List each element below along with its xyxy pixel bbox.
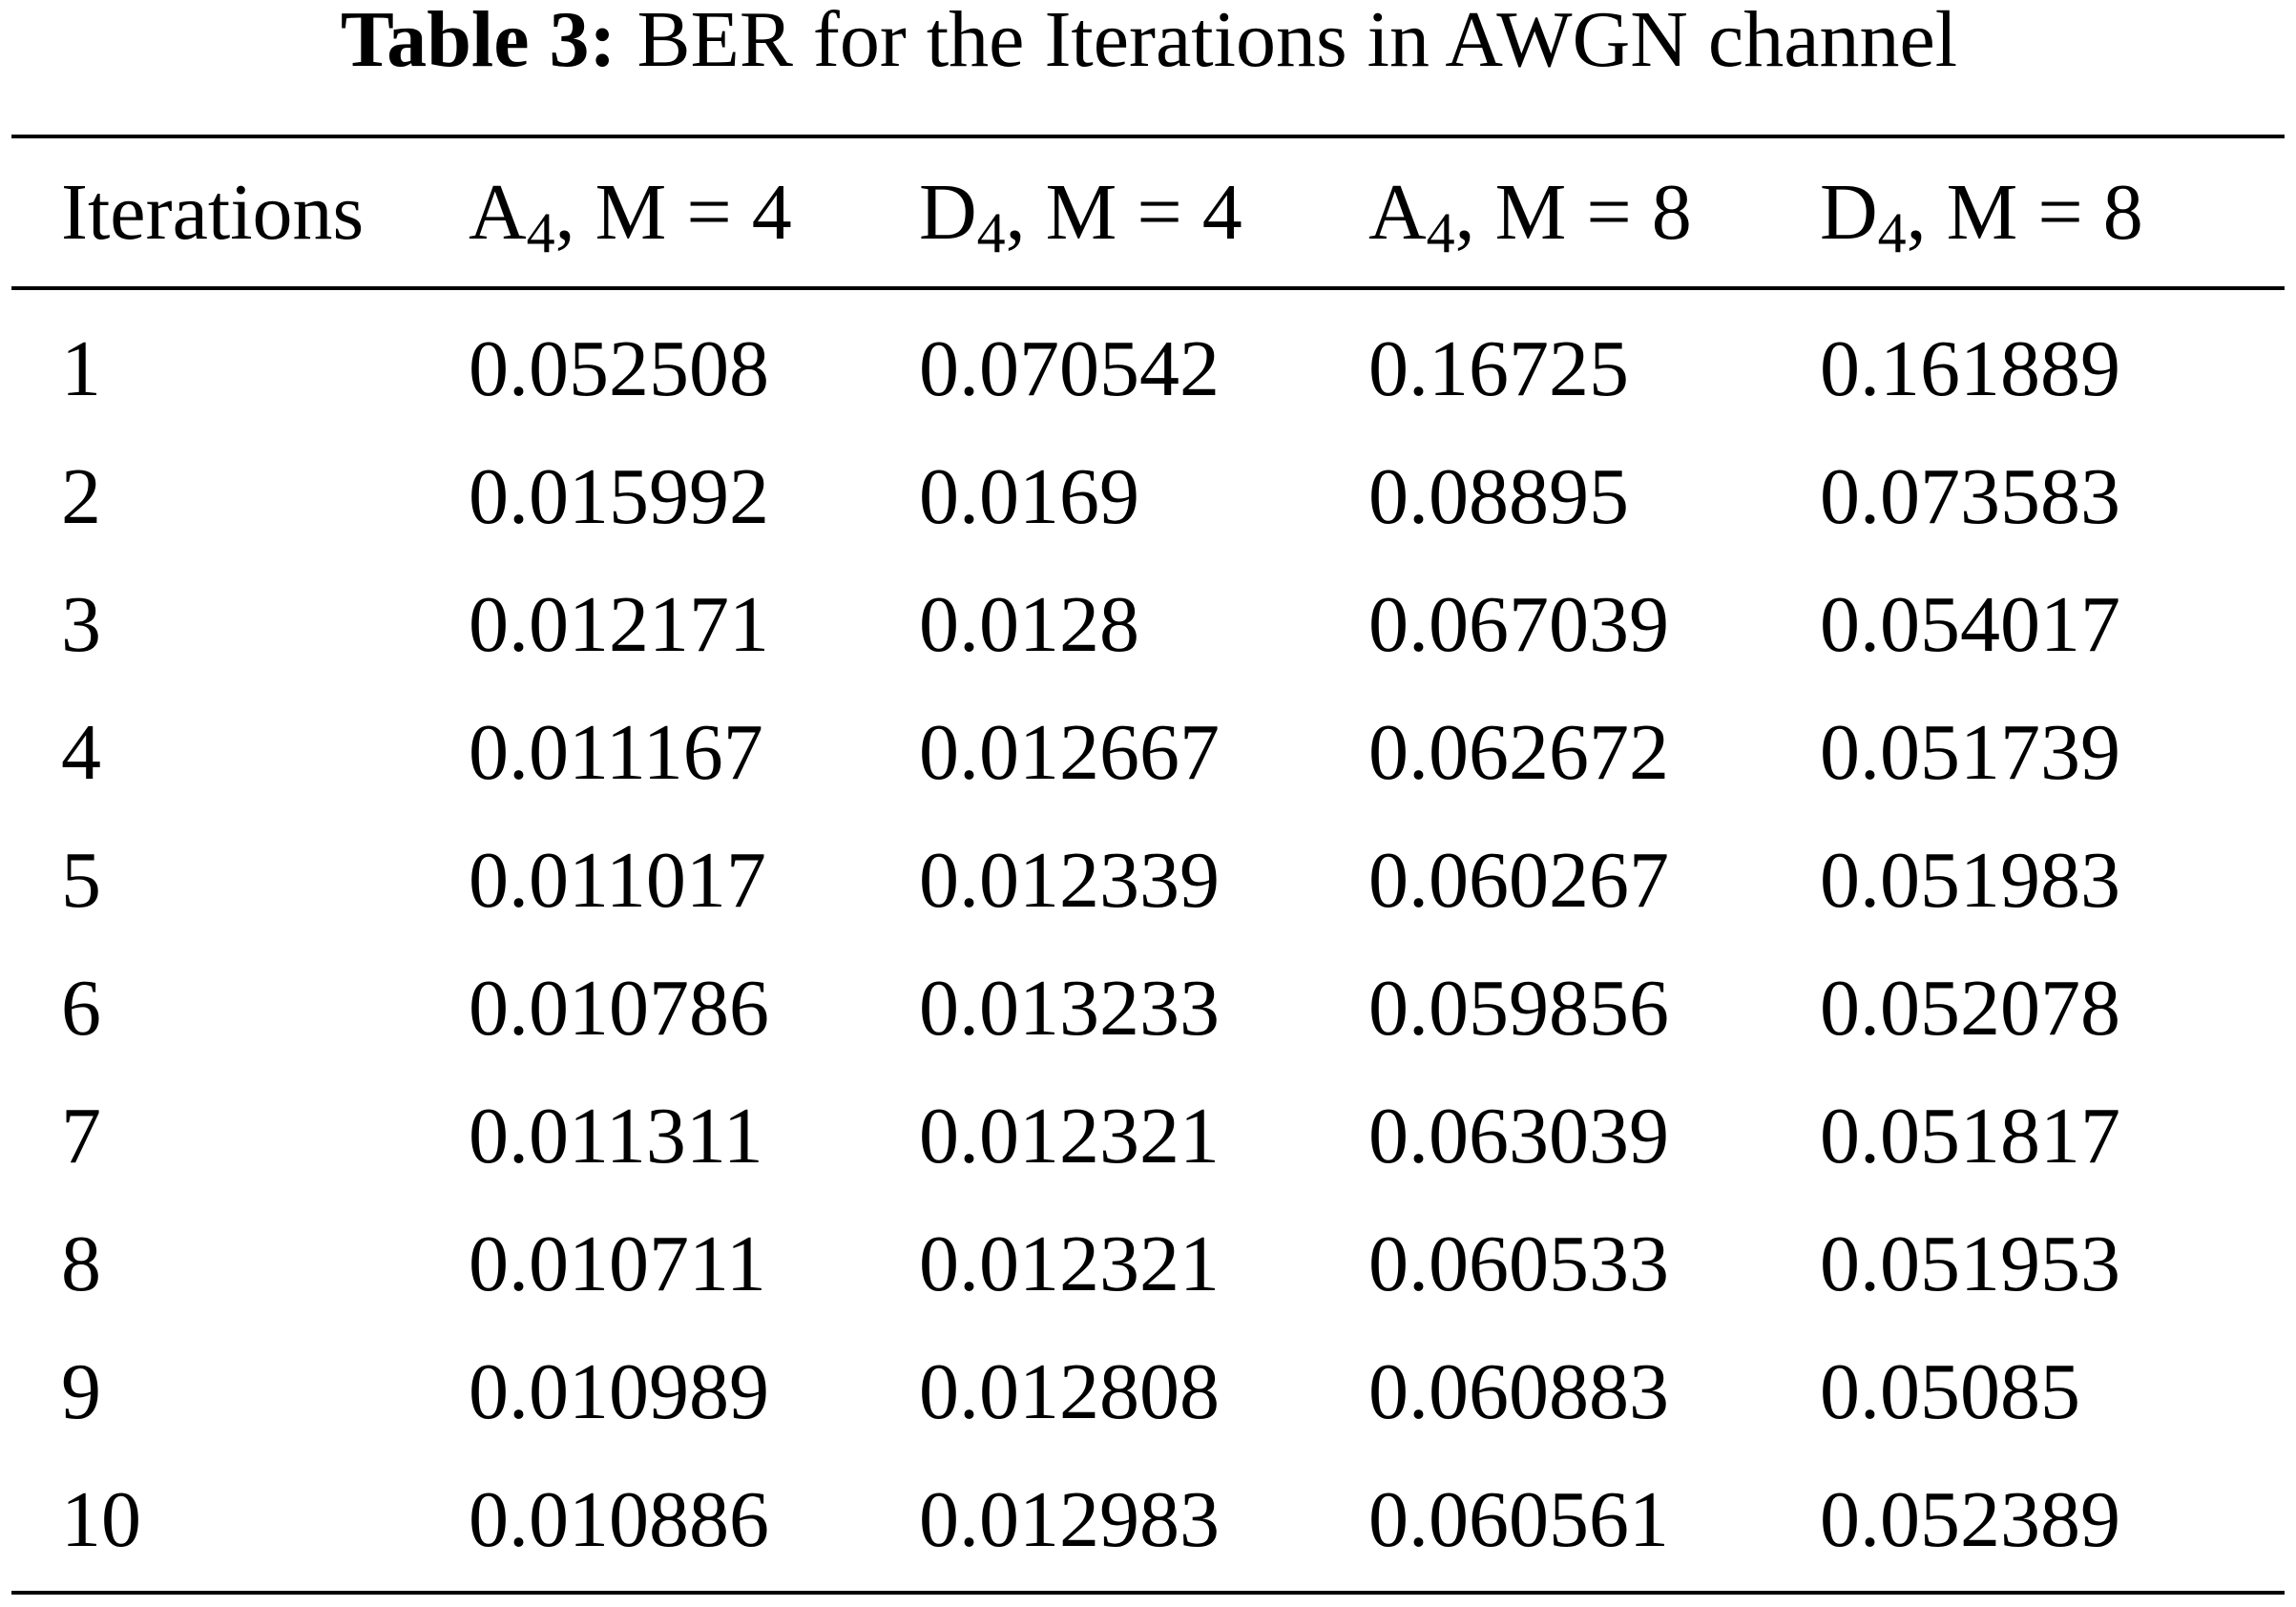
iteration-cell: 1 (61, 324, 101, 413)
iteration-cell: 2 (61, 452, 101, 541)
caption: Table 3: BER for the Iterations in AWGN c… (341, 0, 1957, 84)
ber-cell: 0.161889 (1820, 324, 2120, 413)
ber-cell: 0.011167 (469, 708, 763, 797)
ber-cell: 0.012667 (919, 708, 1220, 797)
ber-cell: 0.060561 (1368, 1475, 1669, 1564)
iteration-cell: 4 (61, 708, 101, 797)
iteration-cell: 6 (61, 964, 101, 1053)
ber-cell: 0.012808 (919, 1347, 1220, 1436)
iteration-cell: 10 (61, 1475, 141, 1564)
header-cell: A4, M = 4 (469, 168, 792, 264)
ber-cell: 0.070542 (919, 324, 1220, 413)
header-subscript: 4 (527, 201, 555, 264)
header-subscript: 4 (1878, 201, 1907, 264)
header-rest: , M = 4 (1006, 168, 1242, 257)
ber-cell: 0.060883 (1368, 1347, 1669, 1436)
ber-cell: 0.012321 (919, 1220, 1220, 1308)
ber-cell: 0.054017 (1820, 580, 2120, 669)
ber-cell: 0.052389 (1820, 1475, 2120, 1564)
ber-cell: 0.051739 (1820, 708, 2120, 797)
ber-cell: 0.012339 (919, 836, 1220, 925)
ber-cell: 0.010786 (469, 964, 769, 1053)
iteration-cell: 8 (61, 1220, 101, 1308)
ber-cell: 0.011311 (469, 1092, 763, 1180)
ber-cell: 0.060533 (1368, 1220, 1669, 1308)
ber-cell: 0.073583 (1820, 452, 2120, 541)
caption-label: Table 3: (341, 0, 616, 84)
ber-cell: 0.059856 (1368, 964, 1669, 1053)
ber-cell: 0.052078 (1820, 964, 2120, 1053)
header-cell: Iterations (61, 168, 364, 257)
ber-cell: 0.012983 (919, 1475, 1220, 1564)
header-cell: D4, M = 4 (919, 168, 1242, 264)
ber-cell: 0.015992 (469, 452, 769, 541)
header-rest: , M = 4 (555, 168, 792, 257)
ber-cell: 0.010886 (469, 1475, 769, 1564)
header-symbol: D (1820, 168, 1878, 257)
header-cell: A4, M = 8 (1368, 168, 1692, 264)
header-text: Iterations (61, 168, 364, 257)
ber-cell: 0.16725 (1368, 324, 1629, 413)
ber-cell: 0.051953 (1820, 1220, 2120, 1308)
ber-cell: 0.051817 (1820, 1092, 2120, 1180)
header-rest: , M = 8 (1455, 168, 1692, 257)
ber-cell: 0.052508 (469, 324, 769, 413)
ber-cell: 0.060267 (1368, 836, 1669, 925)
ber-cell: 0.062672 (1368, 708, 1669, 797)
caption-text: BER for the Iterations in AWGN channel (637, 0, 1958, 84)
ber-cell: 0.051983 (1820, 836, 2120, 925)
iteration-cell: 9 (61, 1347, 101, 1436)
header-symbol: A (1368, 168, 1427, 257)
ber-cell: 0.08895 (1368, 452, 1629, 541)
header-symbol: D (919, 168, 977, 257)
header-subscript: 4 (977, 201, 1006, 264)
iteration-cell: 5 (61, 836, 101, 925)
ber-cell: 0.013233 (919, 964, 1220, 1053)
ber-cell: 0.05085 (1820, 1347, 2080, 1436)
ber-cell: 0.0128 (919, 580, 1139, 669)
header-subscript: 4 (1427, 201, 1455, 264)
ber-cell: 0.012321 (919, 1092, 1220, 1180)
header-symbol: A (469, 168, 527, 257)
ber-cell: 0.012171 (469, 580, 769, 669)
ber-cell: 0.067039 (1368, 580, 1669, 669)
header-rest: , M = 8 (1907, 168, 2143, 257)
header-cell: D4, M = 8 (1820, 168, 2143, 264)
ber-cell: 0.010711 (469, 1220, 766, 1308)
ber-cell: 0.0169 (919, 452, 1139, 541)
ber-cell: 0.010989 (469, 1347, 769, 1436)
iteration-cell: 7 (61, 1092, 101, 1180)
ber-cell: 0.063039 (1368, 1092, 1669, 1180)
iteration-cell: 3 (61, 580, 101, 669)
ber-cell: 0.011017 (469, 836, 766, 925)
